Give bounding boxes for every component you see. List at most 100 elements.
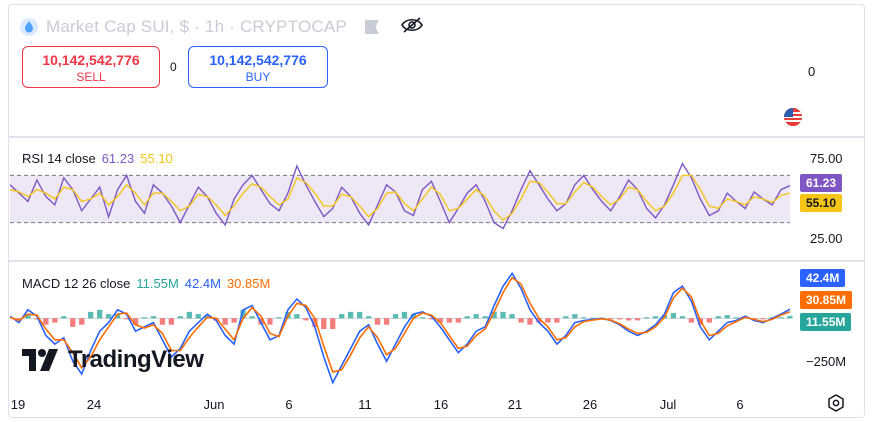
macd-histogram-bar [276, 317, 282, 319]
macd-line [10, 271, 791, 385]
macd-histogram-bar [392, 314, 399, 319]
rsi-legend[interactable]: RSI 14 close 61.23 55.10 [22, 151, 173, 166]
macd-pane [10, 271, 793, 385]
macd-histogram-bar [106, 314, 112, 319]
x-axis-tick: 11 [358, 397, 372, 412]
macd-histogram-bar [724, 315, 730, 319]
macd-histogram-bar [401, 311, 408, 319]
flag-icon[interactable] [364, 20, 379, 34]
rsi-ma-legend-value: 55.10 [140, 151, 173, 166]
macd-histogram-bar [168, 318, 174, 325]
rsi-band [10, 175, 790, 223]
macd-histogram-bar [760, 318, 766, 320]
macd-histogram-bar [43, 318, 49, 325]
macd-signal-line [10, 276, 791, 373]
rsi-tick-upper: 75.00 [810, 151, 843, 166]
x-axis-tick: 16 [433, 397, 449, 412]
macd-histogram-bar [61, 316, 67, 319]
symbol-title[interactable]: Market Cap SUI, $ · 1h · CRYPTOCAP [46, 17, 347, 36]
macd-histogram-bar [88, 311, 94, 319]
macd-histogram-bar [428, 318, 434, 320]
macd-histogram-bar [509, 314, 515, 319]
macd-histogram-bar [249, 316, 255, 319]
macd-histogram-bar [70, 318, 76, 327]
macd-histogram-bar [222, 318, 228, 325]
rsi-legend-value: 61.23 [101, 151, 135, 166]
macd-histogram-bar [545, 318, 551, 323]
macd-histogram-bar [652, 316, 659, 319]
x-axis-tick: 24 [86, 397, 102, 412]
macd-histogram-bar [518, 318, 524, 323]
macd-histogram-bar [195, 314, 201, 319]
macd-histogram-bar [787, 315, 793, 319]
macd-histogram-bar [500, 311, 506, 319]
rsi-value-tag: 61.23 [800, 174, 843, 192]
us-flag-icon[interactable] [784, 108, 802, 126]
macd-legend-name: MACD 12 26 close [22, 276, 131, 291]
macd-histogram-bar [608, 318, 614, 320]
spread-value: 0 [170, 60, 177, 74]
macd-histogram-bar [114, 314, 121, 319]
macd-histogram-bar [267, 318, 273, 325]
macd-histogram-bar [491, 311, 497, 319]
macd-histogram-bar [25, 314, 31, 319]
macd-histogram-bar [688, 318, 694, 323]
x-axis-tick: Jul [659, 397, 677, 412]
x-axis-tick: 19 [10, 397, 26, 412]
macd-histogram-bar [159, 318, 166, 325]
macd-legend[interactable]: MACD 12 26 close 11.55M 42.4M 30.85M [22, 276, 270, 291]
macd-histogram-bar [150, 316, 157, 319]
macd-legend-value: 42.4M [184, 276, 221, 291]
macd-histogram-bar [141, 317, 148, 319]
buy-price: 10,142,542,776 [209, 52, 307, 68]
pane-separator[interactable] [9, 136, 864, 138]
macd-histogram-bar [670, 313, 677, 319]
macd-signal-value-tag: 30.85M [800, 291, 853, 309]
macd-histogram-bar [527, 318, 533, 325]
macd-histogram-bar [240, 309, 246, 319]
macd-histogram-bar [321, 318, 327, 329]
x-axis-tick: 6 [736, 397, 744, 412]
macd-histogram-bar [482, 316, 488, 319]
macd-histogram-bar [303, 318, 309, 321]
x-axis-tick: Jun [203, 397, 225, 412]
x-axis-tick: 21 [507, 397, 523, 412]
hide-eye-icon[interactable] [401, 16, 423, 38]
rsi-ma-line [10, 174, 791, 222]
buy-button[interactable]: 10,142,542,776 BUY [188, 46, 328, 88]
sell-button[interactable]: 10,142,542,776 SELL [22, 46, 160, 88]
tradingview-wordmark: TradingView [68, 346, 204, 373]
pane-separator[interactable] [9, 260, 864, 262]
macd-histogram-bar [437, 318, 443, 323]
macd-hist-value-tag: 11.55M [800, 313, 852, 331]
tradingview-logo[interactable]: TradingView [22, 346, 204, 374]
rsi-ma-value-tag: 55.10 [800, 194, 843, 212]
price-axis-label: 0 [808, 64, 816, 79]
chart-frame [8, 4, 865, 418]
macd-histogram-bar [536, 318, 542, 323]
macd-histogram-bar [357, 311, 363, 319]
macd-histogram-bar [733, 317, 739, 319]
rsi-tick-lower: 25.00 [810, 231, 843, 246]
macd-histogram-bar [464, 316, 470, 319]
macd-histogram-bar [52, 318, 58, 323]
sell-label: SELL [76, 70, 106, 84]
macd-histogram-bar [330, 318, 336, 329]
symbol-header: Market Cap SUI, $ · 1h · CRYPTOCAP [20, 14, 423, 40]
tradingview-logo-icon [22, 349, 58, 371]
macd-histogram-bar [590, 317, 596, 319]
macd-histogram-bar [626, 318, 632, 321]
macd-histogram-bar [563, 316, 569, 319]
macd-histogram-bar [410, 314, 417, 319]
macd-histogram-bar [374, 318, 381, 325]
macd-histogram-bar [34, 318, 40, 320]
chart-settings-icon[interactable] [827, 394, 845, 412]
macd-histogram-bar [446, 318, 452, 323]
macd-histogram-bar [348, 311, 354, 319]
buy-label: BUY [245, 70, 271, 84]
macd-histogram-bar [706, 318, 712, 323]
macd-histogram-bar [97, 309, 103, 319]
macd-histogram-bar [177, 316, 183, 319]
x-axis-tick: 6 [285, 397, 293, 412]
sui-logo-icon [20, 18, 38, 36]
